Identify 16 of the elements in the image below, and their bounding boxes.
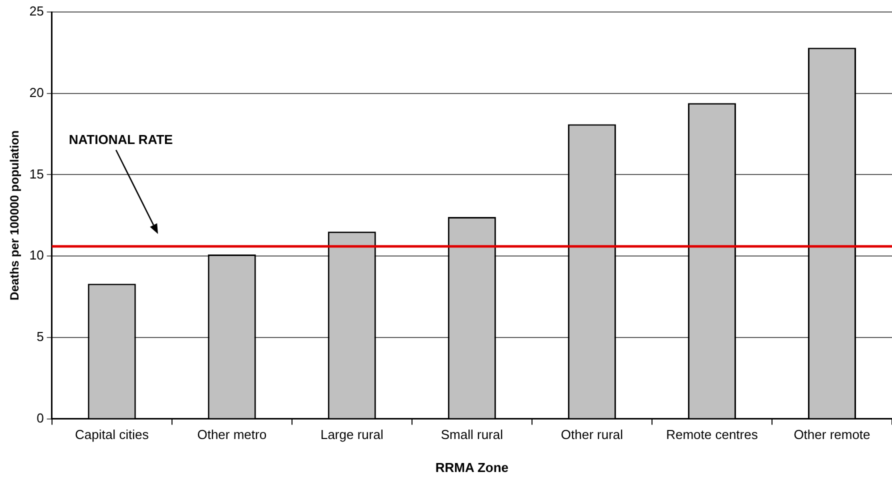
x-tick-label: Other rural [560,427,624,442]
x-tick-label: Other remote [794,427,870,442]
y-tick-label: 20 [29,84,44,100]
x-tick-label: Capital cities [75,427,150,442]
y-tick-label: 25 [29,4,44,19]
y-tick-label: 10 [29,248,44,263]
y-tick-label: 5 [36,329,44,344]
x-axis-title: RRMA Zone [435,460,509,475]
x-tick-label: Remote centres [666,427,758,442]
x-tick-label: Large rural [320,427,384,442]
x-tick-label: Other metro [197,427,267,442]
y-tick-label: 0 [36,410,44,426]
annotation: NATIONAL RATE [68,132,174,147]
y-axis-title: Deaths per 100000 population [8,130,22,300]
x-tick-label: Small rural [440,427,504,442]
y-tick-label: 15 [29,166,44,182]
